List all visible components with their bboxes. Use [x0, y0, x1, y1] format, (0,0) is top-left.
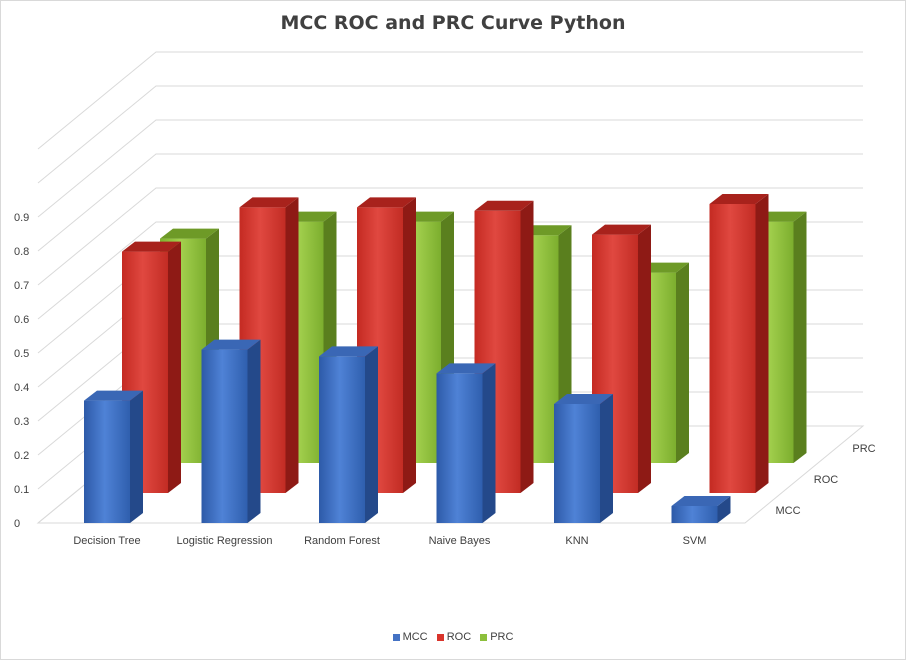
- legend-swatch-roc: [436, 633, 444, 641]
- legend-item-mcc: MCC: [392, 631, 428, 643]
- y-tick-label: 0.1: [14, 484, 29, 496]
- y-tick-label: 0.8: [14, 246, 29, 258]
- bar-top: [239, 197, 299, 208]
- bar-top: [709, 194, 769, 204]
- bar-side: [365, 346, 378, 523]
- bar-top: [357, 197, 416, 208]
- bar-side: [755, 194, 769, 493]
- bar-mcc-decision-tree: [84, 390, 143, 523]
- legend-label-prc: PRC: [490, 631, 514, 643]
- gridline: [37, 51, 863, 150]
- bar-side: [403, 197, 416, 493]
- legend-swatch-prc: [480, 633, 488, 641]
- bar-top: [160, 228, 219, 239]
- legend: MCC ROC PRC: [0, 631, 906, 643]
- chart-title: MCC ROC and PRC Curve Python: [280, 12, 626, 34]
- legend-item-prc: PRC: [480, 631, 513, 643]
- bar-top: [474, 200, 534, 211]
- bar-top: [201, 339, 261, 350]
- gridline: [37, 85, 863, 184]
- x-tick-label: Random Forest: [304, 535, 380, 547]
- legend-label-roc: ROC: [446, 631, 472, 643]
- depth-axis-label: PRC: [852, 443, 875, 455]
- y-tick-label: 0.7: [14, 280, 29, 292]
- x-tick-label: SVM: [683, 535, 707, 547]
- bar-top: [592, 224, 651, 235]
- legend-item-roc: ROC: [436, 631, 472, 643]
- bar-roc-svm: [709, 194, 769, 493]
- bar-front: [319, 356, 365, 523]
- bar-side: [638, 224, 651, 493]
- depth-axis-label: MCC: [775, 505, 800, 517]
- bar-front: [436, 373, 483, 523]
- bar-side: [168, 241, 181, 493]
- bar-mcc-svm: [671, 496, 731, 523]
- y-tick-label: 0.3: [14, 416, 29, 428]
- y-tick-label: 0.6: [14, 314, 29, 326]
- bar-side: [520, 200, 534, 494]
- bar-mcc-knn: [554, 394, 613, 523]
- bar-top: [436, 363, 496, 374]
- bar-side: [247, 339, 261, 523]
- bar-front: [84, 400, 130, 523]
- bar-side: [717, 496, 731, 523]
- legend-swatch-mcc: [392, 633, 400, 641]
- bar-top: [122, 241, 181, 252]
- gridline: [37, 221, 863, 320]
- bar-mcc-logistic-regression: [201, 339, 261, 523]
- y-tick-label: 0: [14, 518, 20, 530]
- bar-front: [201, 349, 248, 523]
- y-tick-label: 0.9: [14, 212, 29, 224]
- legend-label-mcc: MCC: [402, 631, 428, 643]
- bar-top: [671, 496, 731, 506]
- x-tick-label: Naive Bayes: [429, 535, 491, 547]
- x-tick-label: KNN: [565, 535, 588, 547]
- bar-mcc-random-forest: [319, 346, 378, 523]
- bar-front: [554, 404, 600, 523]
- x-tick-label: Decision Tree: [73, 535, 140, 547]
- bar-top: [319, 346, 378, 357]
- y-tick-label: 0.2: [14, 450, 29, 462]
- bar-mcc-naive-bayes: [436, 363, 496, 523]
- bar-front: [671, 506, 718, 523]
- y-tick-label: 0.4: [14, 382, 29, 394]
- depth-axis-label: ROC: [814, 474, 839, 486]
- plot-area: 0 0.1 0.2 0.3 0.4 0.5 0.6 0.7 0.8 0.9 Decision Tre…: [14, 51, 876, 547]
- gridline: [37, 153, 863, 252]
- bar-top: [554, 394, 613, 404]
- bar-side: [130, 390, 143, 523]
- y-tick-label: 0.5: [14, 348, 29, 360]
- bar-side: [482, 363, 496, 523]
- bar-top: [84, 390, 143, 401]
- bar-side: [600, 394, 613, 523]
- gridline: [37, 187, 863, 286]
- bar-side: [676, 262, 689, 463]
- bar-side: [793, 211, 807, 463]
- bar-front: [709, 204, 756, 493]
- bar-side: [285, 197, 299, 493]
- x-tick-label: Logistic Regression: [177, 535, 273, 547]
- gridline: [37, 119, 863, 218]
